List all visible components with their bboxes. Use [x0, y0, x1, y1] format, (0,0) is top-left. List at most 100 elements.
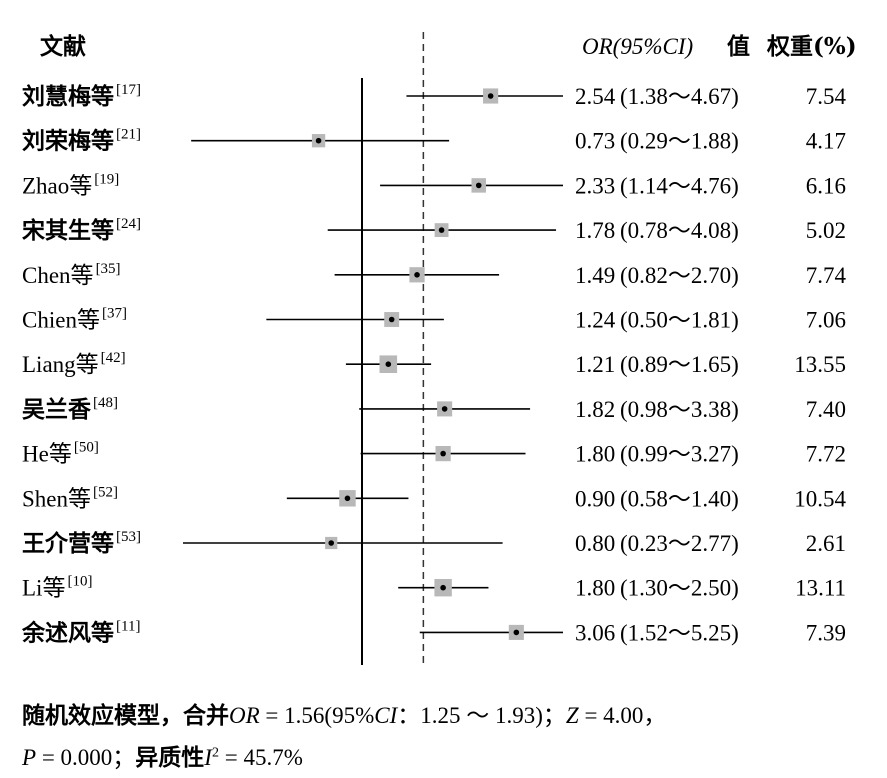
or-value: 1.24 [575, 308, 616, 333]
study-name: Zhao等 [22, 173, 92, 198]
point-estimate [315, 137, 322, 144]
study-name: Chen等 [22, 263, 94, 288]
study-ref: [52] [93, 484, 118, 500]
weight-value: 7.39 [806, 620, 846, 645]
or-value: 0.73 [575, 129, 615, 154]
study-name: Liang等 [22, 352, 99, 377]
summary-or-label: OR [229, 703, 260, 728]
ci-value: (1.30～2.50) [620, 576, 739, 601]
or-value: 0.80 [575, 531, 615, 556]
point-estimate [438, 227, 445, 233]
weight-value: 7.72 [806, 442, 846, 467]
summary-ci-label: CI [374, 703, 398, 728]
summary-line-2: P = 0.000；异质性I2 = 45.7% [22, 738, 303, 772]
study-row: 宋其生等 [24] 1.78 (0.78～4.08) 5.02 [22, 216, 846, 244]
point-estimate [385, 361, 392, 368]
weight-value: 6.16 [806, 173, 846, 198]
weight-value: 5.02 [806, 218, 846, 243]
study-name: Li等 [22, 576, 65, 601]
study-row: 余述风等 [11] 3.06 (1.52～5.25) 7.39 [21, 618, 846, 646]
study-row: Chien等 [37] 1.24 (0.50～1.81) 7.06 [22, 306, 846, 333]
point-estimate [344, 495, 351, 502]
or-value: 1.80 [575, 576, 615, 601]
point-estimate [440, 450, 446, 457]
or-value: 1.21 [575, 352, 615, 377]
or-value: 1.49 [575, 263, 615, 288]
study-row: Shen等 [52] 0.90 (0.58～1.40) 10.54 [22, 484, 847, 511]
study-ref: [42] [101, 350, 126, 366]
study-name: He等 [22, 442, 72, 467]
study-row: Zhao等 [19] 2.33 (1.14～4.76) 6.16 [22, 171, 846, 198]
study-row: 王介营等 [53] 0.80 (0.23～2.77) 2.61 [22, 529, 846, 557]
study-ref: [21] [116, 127, 141, 143]
point-estimate [328, 540, 335, 546]
study-row: He等 [50] 1.80 (0.99～3.27) 7.72 [22, 440, 846, 467]
ci-value: (0.23～2.77) [620, 531, 739, 556]
ci-value: (0.50～1.81) [620, 308, 739, 333]
ci-value: (0.98～3.38) [620, 397, 739, 422]
ci-value: (0.89～1.65) [620, 352, 739, 377]
study-ref: [24] [116, 216, 141, 232]
point-estimate [441, 406, 448, 412]
study-ref: [50] [74, 440, 99, 456]
summary-model: 随机效应模型，合并 [22, 702, 229, 729]
study-row: Liang等 [42] 1.21 (0.89～1.65) 13.55 [22, 350, 846, 377]
study-name: 刘荣梅等 [22, 128, 114, 155]
header-study: 文献 [40, 33, 86, 60]
ci-value: (0.82～2.70) [620, 263, 739, 288]
header-weight: 权重(%) [766, 33, 857, 60]
ci-value: (0.29～1.88) [620, 129, 739, 154]
weight-value: 7.40 [806, 397, 846, 422]
ci-value: (1.38～4.67) [620, 84, 739, 109]
weight-value: 7.06 [806, 308, 846, 333]
study-name: Shen等 [22, 486, 91, 511]
summary-or-value: = 1.56 [259, 703, 325, 728]
study-ref: [19] [94, 171, 119, 187]
weight-value: 2.61 [806, 531, 846, 556]
forest-plot: 文献 OR(95%CI) 值 权重(%) 刘慧梅等 [17] 2.54 (1.38～4… [21, 32, 857, 665]
weight-value: 13.11 [795, 576, 846, 601]
or-value: 0.90 [575, 486, 615, 511]
or-value: 2.33 [575, 173, 615, 198]
summary-line-1: 随机效应模型，合并OR = 1.56(95%CI：1.25 ～ 1.93)；Z … [22, 696, 666, 730]
ci-value: (0.99～3.27) [620, 442, 739, 467]
ci-value: (1.14～4.76) [620, 173, 739, 198]
header-value: 值 [727, 33, 750, 60]
summary-z-value: = 4.00， [578, 703, 667, 728]
study-ref: [11] [116, 618, 140, 634]
summary-p-value: = 0.000； [36, 745, 136, 770]
point-estimate [414, 272, 420, 278]
study-row: Li等 [10] 1.80 (1.30～2.50) 13.11 [22, 574, 846, 601]
or-value: 1.80 [575, 442, 615, 467]
summary-p-label: P [22, 745, 37, 770]
or-value: 1.78 [575, 218, 615, 243]
study-name: 宋其生等 [22, 217, 114, 244]
weight-value: 13.55 [794, 352, 846, 377]
or-value: 1.82 [575, 397, 615, 422]
weight-value: 7.74 [806, 263, 847, 288]
study-ref: [48] [93, 395, 118, 411]
study-name: 吴兰香 [22, 396, 92, 423]
study-ref: [35] [96, 261, 121, 277]
summary-i-value: = 45.7% [218, 745, 303, 770]
study-ref: [37] [102, 306, 127, 322]
weight-value: 7.54 [806, 84, 847, 109]
point-estimate [487, 93, 494, 99]
summary-het-label: 异质性 [135, 744, 205, 771]
study-name: 刘慧梅等 [22, 83, 114, 110]
ci-value: (0.58～1.40) [620, 486, 739, 511]
study-row: Chen等 [35] 1.49 (0.82～2.70) 7.74 [22, 261, 847, 288]
summary-z-label: Z [565, 703, 579, 728]
ci-value: (1.52～5.25) [620, 620, 739, 645]
study-ref: [17] [116, 82, 141, 98]
header-or-ci: OR(95%CI) [582, 34, 693, 59]
study-row: 刘荣梅等 [21] 0.73 (0.29～1.88) 4.17 [22, 127, 846, 155]
study-row: 吴兰香 [48] 1.82 (0.98～3.38) 7.40 [22, 395, 846, 423]
point-estimate [440, 584, 446, 591]
study-name: 余述风等 [21, 619, 114, 646]
study-name: 王介营等 [22, 530, 114, 557]
summary-ci-open: (95% [324, 703, 375, 728]
or-value: 2.54 [575, 84, 616, 109]
summary-i-label: I [204, 745, 212, 770]
weight-value: 10.54 [794, 486, 846, 511]
